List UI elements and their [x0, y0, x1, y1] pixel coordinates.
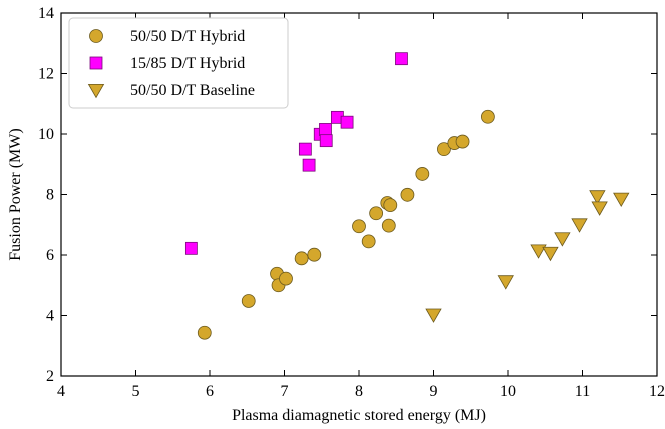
legend-marker: [89, 56, 103, 70]
data-point: [497, 275, 514, 290]
legend-marker: [87, 83, 105, 99]
x-tick-label: 12: [649, 383, 665, 400]
y-tick-label: 4: [46, 308, 54, 325]
y-tick-label: 12: [38, 66, 54, 83]
data-point: [307, 247, 322, 262]
data-point: [571, 218, 588, 233]
data-point: [184, 241, 198, 255]
y-tick-label: 2: [46, 368, 54, 385]
data-point: [369, 206, 384, 221]
y-tick-label: 10: [38, 126, 54, 143]
data-point: [294, 251, 309, 266]
x-tick-label: 8: [355, 383, 363, 400]
data-point: [361, 234, 376, 249]
legend-marker: [89, 29, 103, 43]
x-tick-label: 4: [57, 383, 65, 400]
data-point: [381, 218, 396, 233]
x-tick-label: 7: [281, 383, 289, 400]
x-tick-label: 10: [500, 383, 516, 400]
x-tick-label: 6: [206, 383, 214, 400]
series-2: [425, 190, 630, 323]
data-point: [352, 219, 366, 234]
y-tick-label: 8: [46, 187, 54, 204]
series-0: [197, 109, 495, 340]
data-point: [554, 232, 571, 247]
data-point: [400, 187, 415, 202]
data-point: [302, 158, 316, 172]
data-point: [425, 308, 442, 323]
data-point: [530, 244, 547, 259]
data-layer: [184, 52, 630, 340]
legend-box: [68, 17, 289, 109]
legend-label: 15/85 D/T Hybrid: [130, 55, 245, 72]
data-point: [279, 271, 293, 286]
data-point: [197, 325, 212, 340]
data-point: [319, 123, 332, 136]
data-point: [298, 142, 312, 156]
legend: 50/50 D/T Hybrid 15/85 D/T Hybrid 50/50 D/…: [68, 17, 289, 109]
data-point: [455, 134, 470, 149]
data-point: [437, 142, 451, 157]
y-tick-label: 6: [46, 247, 54, 264]
data-point: [591, 201, 608, 216]
legend-label: 50/50 D/T Hybrid: [130, 28, 245, 45]
data-point: [383, 198, 398, 212]
y-tick-label: 14: [38, 5, 54, 22]
y-axis-label: Fusion Power (MW): [7, 128, 24, 260]
data-point: [542, 246, 559, 262]
data-point: [613, 192, 630, 208]
data-point: [395, 52, 408, 66]
data-point: [340, 115, 354, 129]
x-tick-label: 11: [575, 383, 590, 400]
x-axis-label: Plasma diamagnetic stored energy (MJ): [232, 407, 486, 424]
x-tick-label: 9: [430, 383, 438, 400]
data-point: [415, 167, 430, 181]
data-point: [480, 109, 495, 124]
legend-label: 50/50 D/T Baseline: [130, 82, 255, 99]
series-1: [184, 52, 408, 255]
data-point: [241, 294, 256, 308]
x-tick-label: 5: [132, 383, 140, 400]
data-point: [319, 134, 333, 148]
data-point: [589, 190, 606, 205]
